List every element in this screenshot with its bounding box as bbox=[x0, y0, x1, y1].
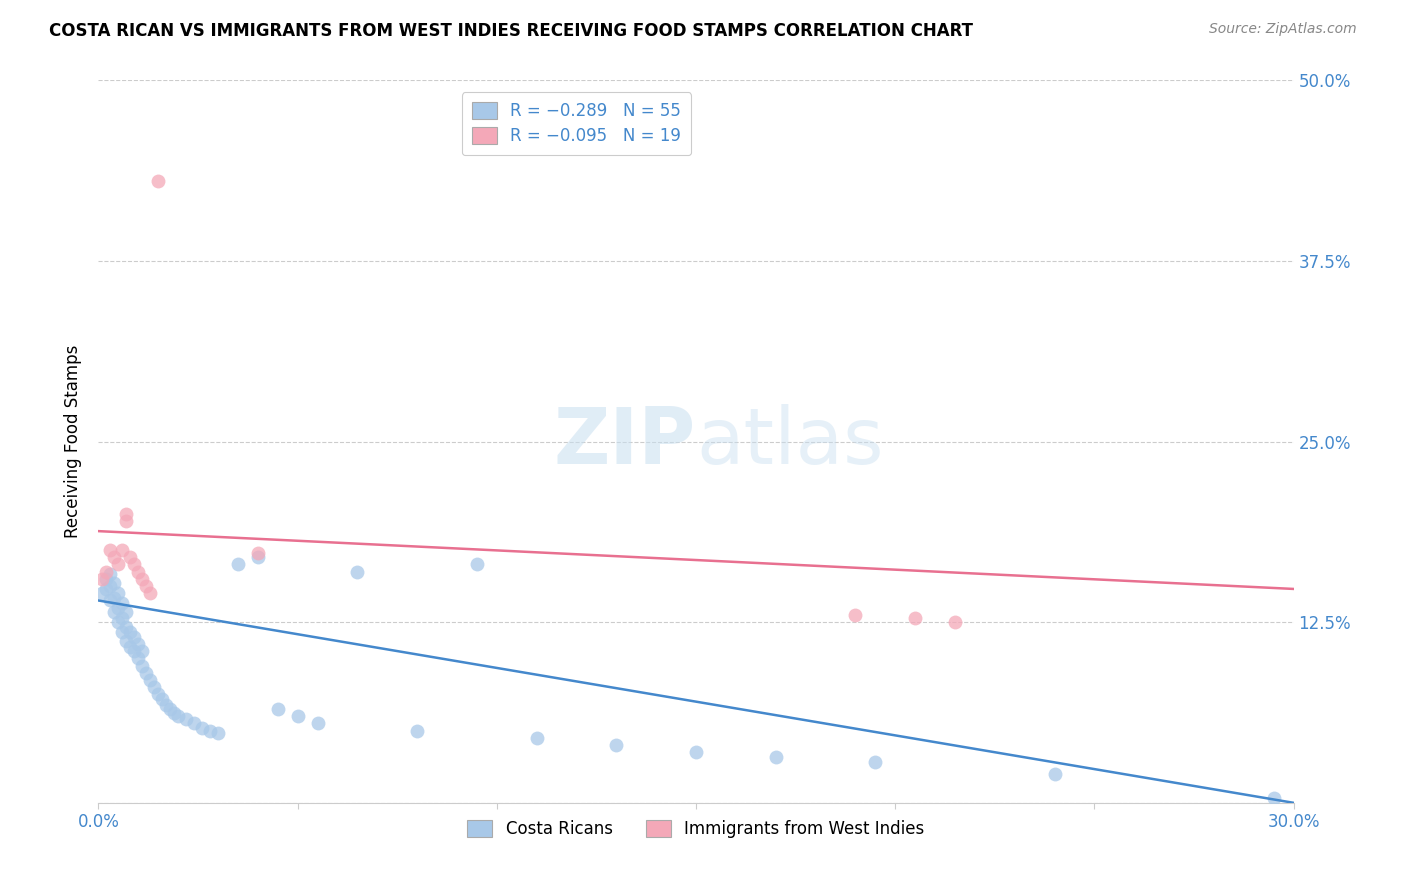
Point bbox=[267, 702, 290, 716]
Point bbox=[148, 687, 170, 701]
Point bbox=[131, 572, 153, 586]
Point bbox=[107, 600, 129, 615]
Point bbox=[406, 723, 429, 738]
Point bbox=[111, 625, 134, 640]
Point bbox=[120, 625, 142, 640]
Point bbox=[159, 702, 181, 716]
Point bbox=[465, 558, 488, 572]
Point bbox=[120, 640, 142, 654]
Point bbox=[127, 565, 149, 579]
Point bbox=[107, 558, 129, 572]
Point bbox=[124, 630, 146, 644]
Point bbox=[127, 651, 149, 665]
Point bbox=[526, 731, 548, 745]
Point bbox=[198, 723, 221, 738]
Point bbox=[115, 605, 138, 619]
Legend: Costa Ricans, Immigrants from West Indies: Costa Ricans, Immigrants from West Indie… bbox=[461, 814, 931, 845]
Point bbox=[135, 665, 157, 680]
Point bbox=[167, 709, 190, 723]
Point bbox=[346, 565, 368, 579]
Point bbox=[107, 586, 129, 600]
Point bbox=[103, 576, 125, 591]
Point bbox=[943, 615, 966, 630]
Point bbox=[98, 579, 122, 593]
Point bbox=[865, 756, 887, 770]
Point bbox=[103, 591, 125, 605]
Point bbox=[150, 691, 173, 706]
Point bbox=[155, 698, 177, 712]
Point bbox=[226, 558, 249, 572]
Point bbox=[111, 542, 134, 557]
Point bbox=[246, 546, 269, 560]
Point bbox=[111, 611, 134, 625]
Point bbox=[143, 680, 166, 694]
Point bbox=[148, 174, 170, 188]
Point bbox=[765, 749, 787, 764]
Point bbox=[139, 673, 162, 687]
Point bbox=[685, 745, 707, 759]
Point bbox=[103, 605, 125, 619]
Point bbox=[1263, 791, 1285, 805]
Point bbox=[115, 514, 138, 528]
Point bbox=[91, 572, 114, 586]
Point bbox=[98, 567, 122, 582]
Point bbox=[124, 558, 146, 572]
Point bbox=[127, 637, 149, 651]
Point bbox=[844, 607, 866, 622]
Point bbox=[139, 586, 162, 600]
Text: COSTA RICAN VS IMMIGRANTS FROM WEST INDIES RECEIVING FOOD STAMPS CORRELATION CHA: COSTA RICAN VS IMMIGRANTS FROM WEST INDI… bbox=[49, 22, 973, 40]
Point bbox=[91, 586, 114, 600]
Point bbox=[163, 706, 186, 721]
Point bbox=[107, 615, 129, 630]
Y-axis label: Receiving Food Stamps: Receiving Food Stamps bbox=[65, 345, 83, 538]
Point bbox=[115, 507, 138, 521]
Point bbox=[1043, 767, 1066, 781]
Point bbox=[131, 644, 153, 658]
Point bbox=[124, 644, 146, 658]
Point bbox=[96, 572, 118, 586]
Point bbox=[96, 582, 118, 596]
Point bbox=[115, 619, 138, 633]
Point bbox=[103, 550, 125, 565]
Point bbox=[287, 709, 309, 723]
Text: atlas: atlas bbox=[696, 403, 883, 480]
Point bbox=[904, 611, 927, 625]
Point bbox=[246, 550, 269, 565]
Point bbox=[120, 550, 142, 565]
Point bbox=[307, 716, 329, 731]
Point bbox=[135, 579, 157, 593]
Point bbox=[98, 593, 122, 607]
Point bbox=[207, 726, 229, 740]
Point bbox=[174, 712, 197, 726]
Point bbox=[111, 596, 134, 610]
Text: Source: ZipAtlas.com: Source: ZipAtlas.com bbox=[1209, 22, 1357, 37]
Point bbox=[191, 721, 214, 735]
Point bbox=[96, 565, 118, 579]
Point bbox=[115, 634, 138, 648]
Text: ZIP: ZIP bbox=[554, 403, 696, 480]
Point bbox=[605, 738, 627, 752]
Point bbox=[98, 542, 122, 557]
Point bbox=[131, 658, 153, 673]
Point bbox=[183, 716, 205, 731]
